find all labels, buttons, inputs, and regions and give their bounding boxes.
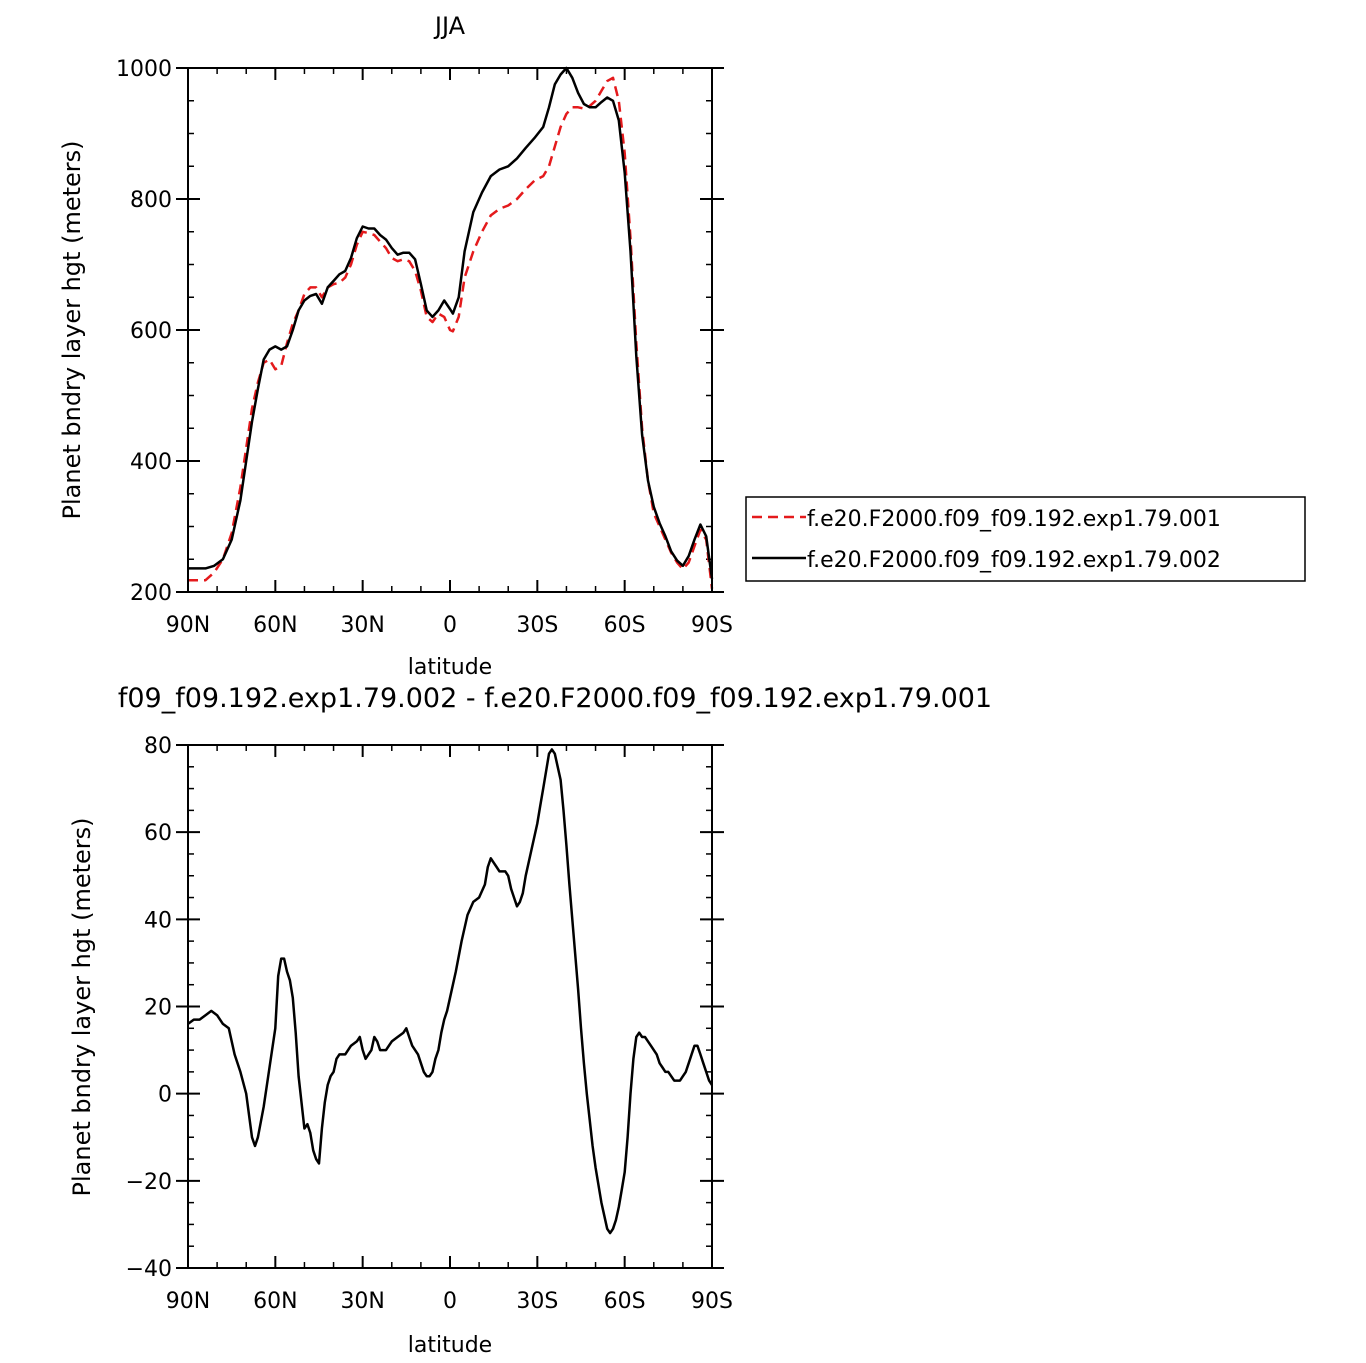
y-axis-label: Planet bndry layer hgt (meters) <box>68 818 96 1197</box>
x-tick-label: 90S <box>691 613 733 638</box>
x-tick-label: 60N <box>253 613 297 638</box>
x-axis-label: latitude <box>408 1333 492 1358</box>
y-tick-label: 0 <box>158 1083 172 1108</box>
y-tick-label: 40 <box>144 908 172 933</box>
y-tick-label: 60 <box>144 821 172 846</box>
panel-top: JJA Planet bndry layer hgt (meters) lati… <box>58 12 733 680</box>
panel-bottom: f09_f09.192.exp1.79.002 - f.e20.F2000.f0… <box>68 683 992 1358</box>
x-tick-label: 30S <box>516 1289 558 1314</box>
x-tick-label: 0 <box>443 1289 457 1314</box>
x-tick-label: 90N <box>166 1289 210 1314</box>
series-line-1 <box>187 748 714 1235</box>
x-tick-label: 90S <box>691 1289 733 1314</box>
plot-frame <box>187 744 713 1269</box>
y-tick-label: 600 <box>130 319 172 344</box>
legend-box <box>745 496 1306 582</box>
y-tick-label: 80 <box>144 734 172 759</box>
plot-lines <box>187 748 714 1235</box>
series-line-1 <box>188 76 714 589</box>
y-tick-label: 200 <box>130 581 172 606</box>
chart-title: f09_f09.192.exp1.79.002 - f.e20.F2000.f0… <box>118 683 992 714</box>
legend-label-series-2: f.e20.F2000.f09_f09.192.exp1.79.002 <box>807 548 1221 573</box>
y-axis-label: Planet bndry layer hgt (meters) <box>58 141 86 520</box>
tick-marks <box>176 744 724 1269</box>
y-tick-label: −20 <box>126 1170 172 1195</box>
y-tick-label: 800 <box>130 188 172 213</box>
x-tick-label: 60S <box>604 613 646 638</box>
x-tick-label: 30N <box>340 613 384 638</box>
tick-labels: 90N 60N 30N 0 30S 60S 90S 200 400 600 800 1000 <box>116 57 733 638</box>
tick-labels: 90N 60N 30N 0 30S 60S 90S −40 −20 0 20 40 60 80 <box>126 734 733 1314</box>
x-tick-label: 30S <box>516 613 558 638</box>
y-tick-label: 20 <box>144 996 172 1021</box>
x-axis-label: latitude <box>408 655 492 680</box>
y-tick-label: −40 <box>126 1257 172 1282</box>
legend-label-series-1: f.e20.F2000.f09_f09.192.exp1.79.001 <box>807 507 1221 532</box>
y-tick-label: 400 <box>130 450 172 475</box>
plot-lines <box>188 66 714 589</box>
x-tick-label: 60N <box>253 1289 297 1314</box>
x-tick-label: 0 <box>443 613 457 638</box>
x-tick-label: 60S <box>604 1289 646 1314</box>
chart-title: JJA <box>433 12 466 40</box>
x-tick-label: 90N <box>166 613 210 638</box>
series-line-2 <box>188 66 714 580</box>
legend: f.e20.F2000.f09_f09.192.exp1.79.001 f.e2… <box>745 496 1306 582</box>
plot-frame <box>187 67 713 593</box>
x-tick-label: 30N <box>340 1289 384 1314</box>
y-tick-label: 1000 <box>116 57 172 82</box>
